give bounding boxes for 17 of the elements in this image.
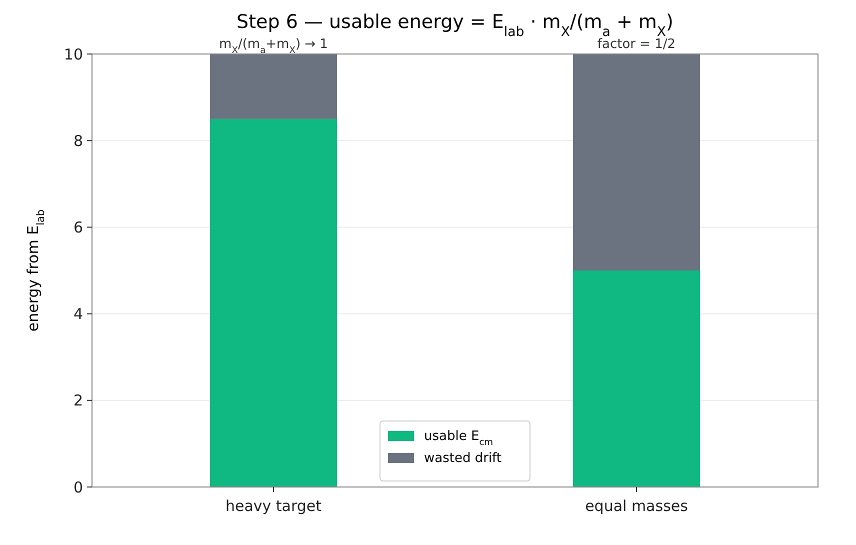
y-tick-label: 4 — [73, 305, 83, 324]
legend-label: usable E$_{cm}$ — [424, 429, 494, 448]
y-tick-label: 2 — [73, 392, 83, 410]
y-tick-label: 6 — [73, 218, 83, 236]
y-tick-label: 8 — [73, 132, 83, 150]
bar — [572, 54, 700, 270]
x-tick-label: heavy target — [225, 497, 322, 515]
y-tick-label: 0 — [73, 478, 83, 496]
bar — [210, 118, 338, 487]
annotation: m$_{X}$/(m$_{a}$+m$_{X}$) → 1 — [219, 37, 328, 56]
y-tick-label: 10 — [64, 45, 83, 64]
annotation: factor = 1/2 — [597, 37, 676, 52]
bar — [572, 270, 700, 487]
x-tick-label: equal masses — [585, 497, 688, 515]
chart-title: Step 6 — usable energy = E$_{lab}$ · m$_{X}$/(m$_{a}$ + m$_{X}$) — [236, 11, 674, 40]
legend-label: wasted drift — [424, 451, 502, 466]
bar — [210, 54, 338, 119]
